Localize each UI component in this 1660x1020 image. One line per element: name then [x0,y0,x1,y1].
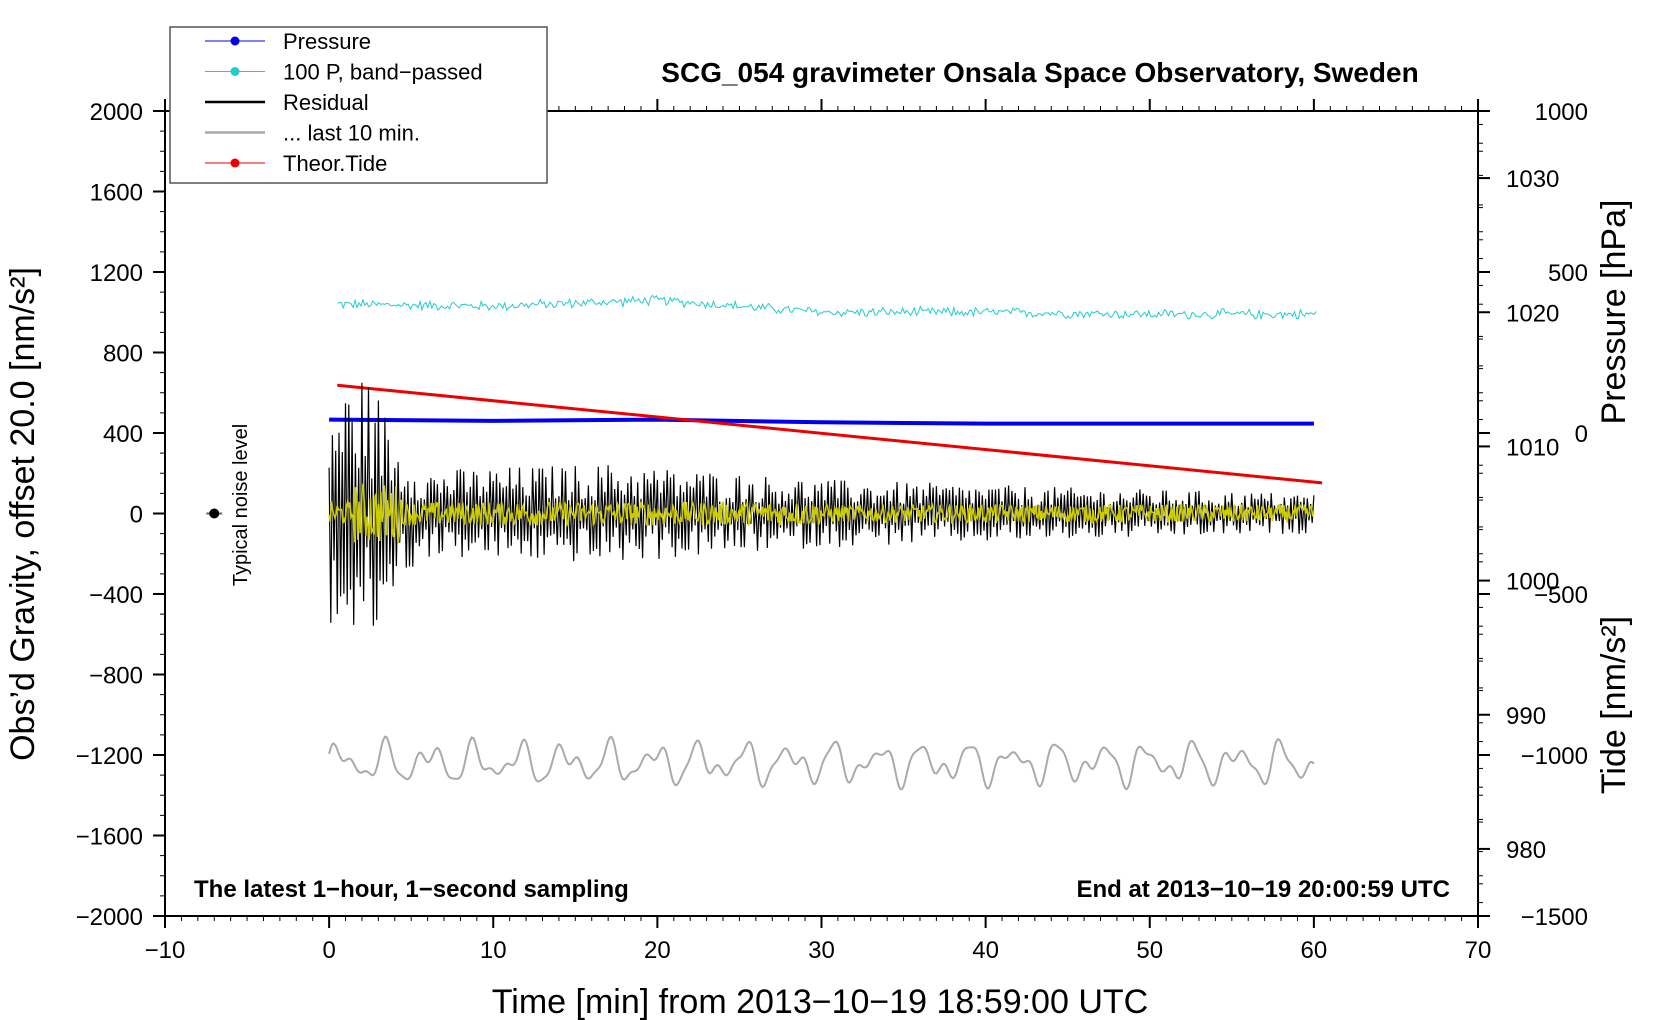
pressure-tick-label: 990 [1506,703,1546,730]
last-10-min-series [328,482,1315,544]
chart-title: SCG_054 gravimeter Onsala Space Observat… [661,57,1418,88]
pressure-series [329,417,1314,426]
x-tick-label: 10 [480,937,507,964]
pressure-axis-title: Pressure [hPa] [1595,200,1633,425]
sampling-note: The latest 1−hour, 1−second sampling [194,876,629,903]
legend-marker [230,67,240,76]
y-tick-label: −2000 [76,904,143,931]
legend-box [169,26,548,184]
x-tick-label: 20 [644,937,671,964]
x-tick-label: −10 [145,937,186,964]
tide-tick-label: 0 [1575,421,1588,448]
tide-tick-label: 500 [1548,260,1588,287]
tide-axis-title: Tide [nm/s²] [1595,616,1633,794]
pressure-tick-label: 1000 [1506,569,1559,596]
legend-label: Residual [283,90,369,115]
y-tick-label: 2000 [90,99,143,126]
band-passed-pressure-series [337,294,1317,321]
y-tick-label: −1600 [76,824,143,851]
theoretical-tide-series [337,383,1323,485]
legend-marker [230,158,240,168]
y-tick-label: 0 [130,502,143,529]
x-tick-label: 60 [1301,937,1328,964]
x-tick-label: 0 [322,937,335,964]
y-tick-label: 1200 [90,260,143,287]
pressure-tick-label: 1030 [1506,166,1559,193]
y-tick-label: −800 [89,663,143,690]
x-tick-label: 30 [808,937,835,964]
noise-level-label: Typical noise level [230,424,252,586]
y-axis-title: Obs’d Gravity, offset 20.0 [nm/s²] [4,267,42,761]
y-tick-label: −400 [89,582,143,609]
y-tick-label: 1600 [90,180,143,207]
tide-tick-label: −500 [1534,582,1588,609]
x-tick-label: 40 [972,937,999,964]
legend-label: Pressure [283,29,371,54]
pressure-tick-label: 980 [1506,837,1546,864]
smoothed-series [328,735,1315,791]
tide-tick-label: −1500 [1521,904,1588,931]
y-tick-label: 800 [103,341,143,368]
x-tick-label: 50 [1136,937,1163,964]
pressure-tick-label: 1020 [1506,300,1559,327]
noise-level-marker [209,508,220,519]
x-tick-label: 70 [1465,937,1492,964]
y-tick-label: 400 [103,421,143,448]
x-axis-title: Time [min] from 2013−10−19 18:59:00 UTC [492,983,1148,1020]
legend: Pressure 100 P, band−passed Residual ... la… [169,26,548,184]
tide-tick-label: 1000 [1535,99,1588,126]
end-time-note: End at 2013−10−19 20:00:59 UTC [1076,876,1450,903]
pressure-tick-label: 1010 [1506,434,1559,461]
tide-tick-label: −1000 [1521,743,1588,770]
y-tick-label: −1200 [76,743,143,770]
legend-label: Theor.Tide [283,151,387,176]
residual-series [328,382,1315,626]
legend-label: ... last 10 min. [283,121,420,146]
legend-marker [230,36,240,46]
axes-layer: −10 0 10 20 30 40 50 60 702000160012008004000−40… [76,99,1588,964]
legend-label: 100 P, band−passed [283,60,483,85]
series-layer [206,294,1323,791]
